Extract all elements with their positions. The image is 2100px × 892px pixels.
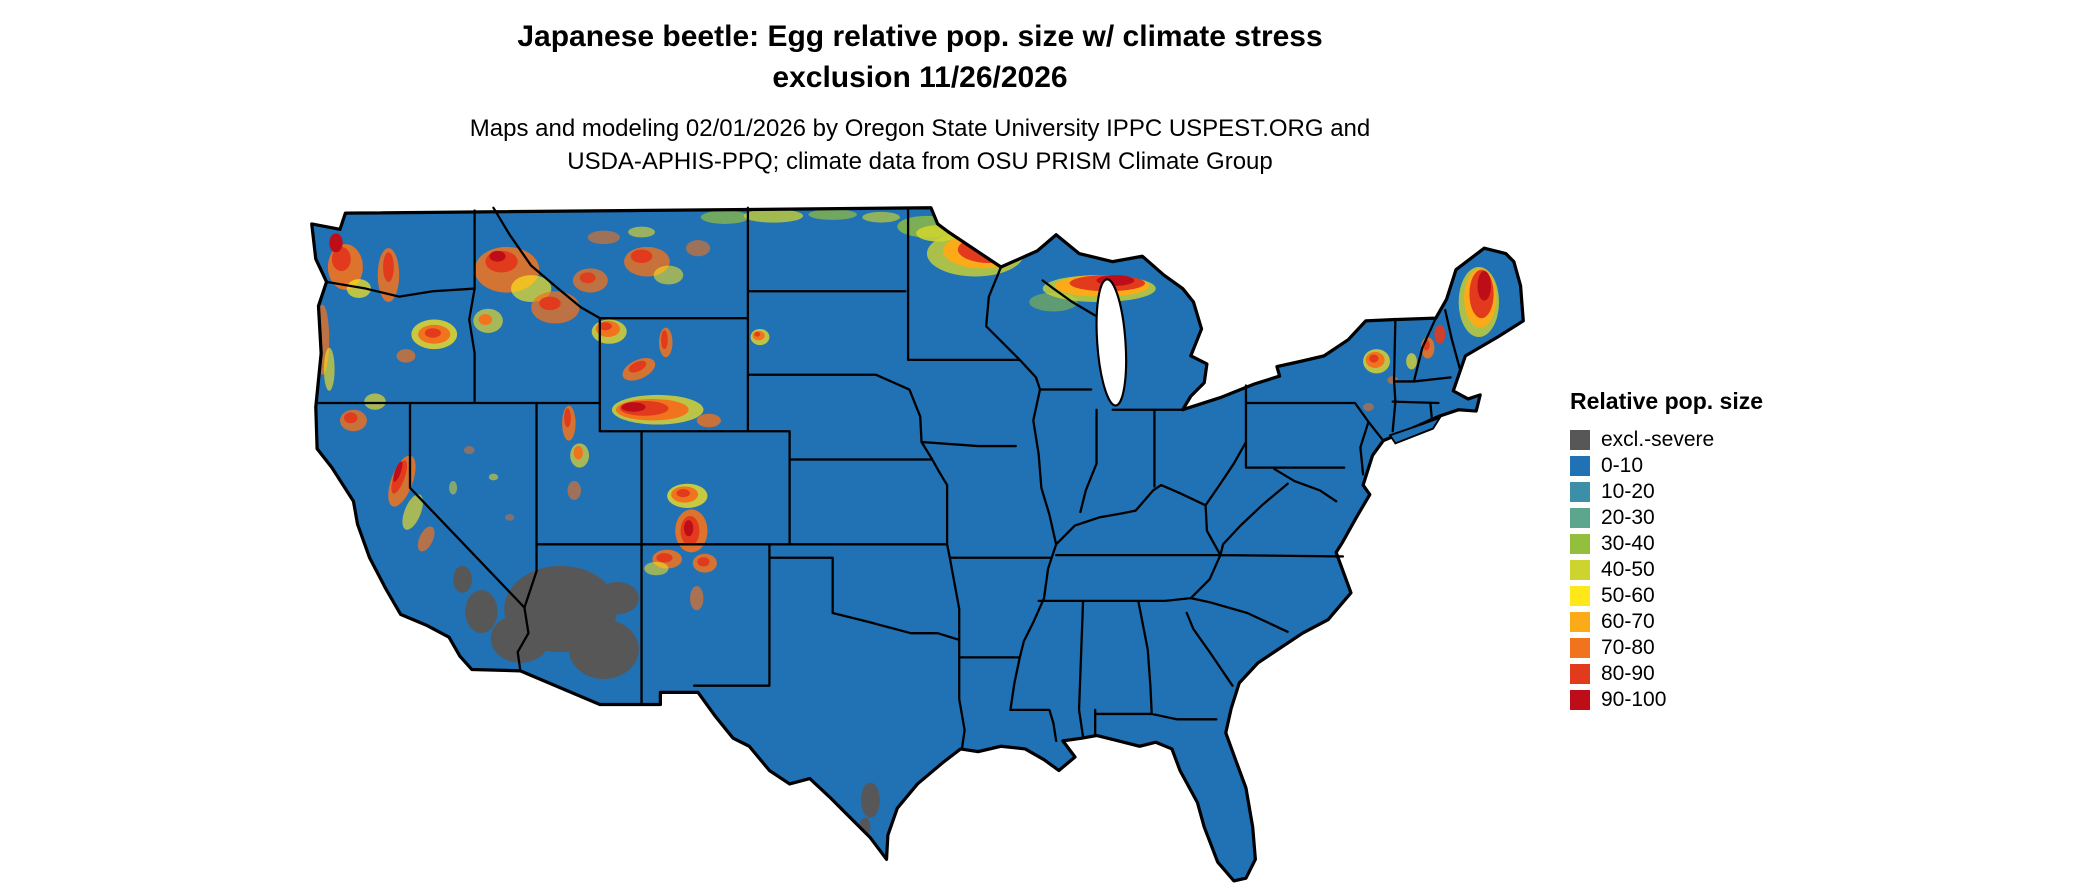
legend-swatch: [1570, 508, 1590, 528]
page-title: Japanese beetle: Egg relative pop. size …: [0, 16, 1840, 98]
legend-item: 50-60: [1570, 583, 1763, 609]
legend-items: excl.-severe 0-10 10-20 20-30 30-40 40-50 50-6…: [1570, 427, 1763, 713]
legend-item-label: 50-60: [1601, 584, 1655, 607]
legend-item-label: 40-50: [1601, 558, 1655, 581]
page-title-line2: exclusion 11/26/2026: [772, 61, 1068, 94]
legend-item-label: 20-30: [1601, 506, 1655, 529]
page-subtitle: Maps and modeling 02/01/2026 by Oregon S…: [0, 112, 1840, 178]
state-borders: [315, 206, 1462, 751]
legend-item: 0-10: [1570, 453, 1763, 479]
legend-swatch: [1570, 612, 1590, 632]
page-subtitle-line2: USDA-APHIS-PPQ; climate data from OSU PR…: [567, 148, 1273, 175]
legend-item-label: 10-20: [1601, 480, 1655, 503]
us-map-svg: [310, 206, 1525, 883]
legend-item: 90-100: [1570, 687, 1763, 713]
page-subtitle-line1: Maps and modeling 02/01/2026 by Oregon S…: [469, 115, 1371, 142]
legend-item-label: 60-70: [1601, 610, 1655, 633]
legend-item: 40-50: [1570, 557, 1763, 583]
legend: Relative pop. size excl.-severe 0-10 10-20…: [1570, 388, 1763, 713]
long-island: [1388, 415, 1443, 445]
legend-swatch: [1570, 456, 1590, 476]
us-map: [305, 205, 1530, 885]
header: Japanese beetle: Egg relative pop. size …: [0, 16, 1840, 178]
legend-swatch: [1570, 586, 1590, 606]
legend-item: 60-70: [1570, 609, 1763, 635]
legend-item: 30-40: [1570, 531, 1763, 557]
legend-item: 80-90: [1570, 661, 1763, 687]
legend-item: excl.-severe: [1570, 427, 1763, 453]
legend-item-label: excl.-severe: [1601, 428, 1715, 451]
legend-item-label: 90-100: [1601, 688, 1667, 711]
legend-swatch: [1570, 638, 1590, 658]
legend-item-label: 0-10: [1601, 454, 1644, 477]
legend-item: 70-80: [1570, 635, 1763, 661]
legend-swatch: [1570, 560, 1590, 580]
legend-swatch: [1570, 690, 1590, 710]
lake-michigan: [1095, 278, 1128, 407]
legend-item: 20-30: [1570, 505, 1763, 531]
legend-item-label: 70-80: [1601, 636, 1655, 659]
legend-item: 10-20: [1570, 479, 1763, 505]
legend-title: Relative pop. size: [1570, 388, 1764, 414]
page-title-line1: Japanese beetle: Egg relative pop. size …: [517, 20, 1323, 53]
legend-item-label: 30-40: [1601, 532, 1655, 555]
legend-swatch: [1570, 664, 1590, 684]
legend-swatch: [1570, 534, 1590, 554]
legend-swatch: [1570, 482, 1590, 502]
exclusion-zones: [453, 565, 880, 837]
legend-swatch: [1570, 430, 1590, 450]
legend-item-label: 80-90: [1601, 662, 1655, 685]
